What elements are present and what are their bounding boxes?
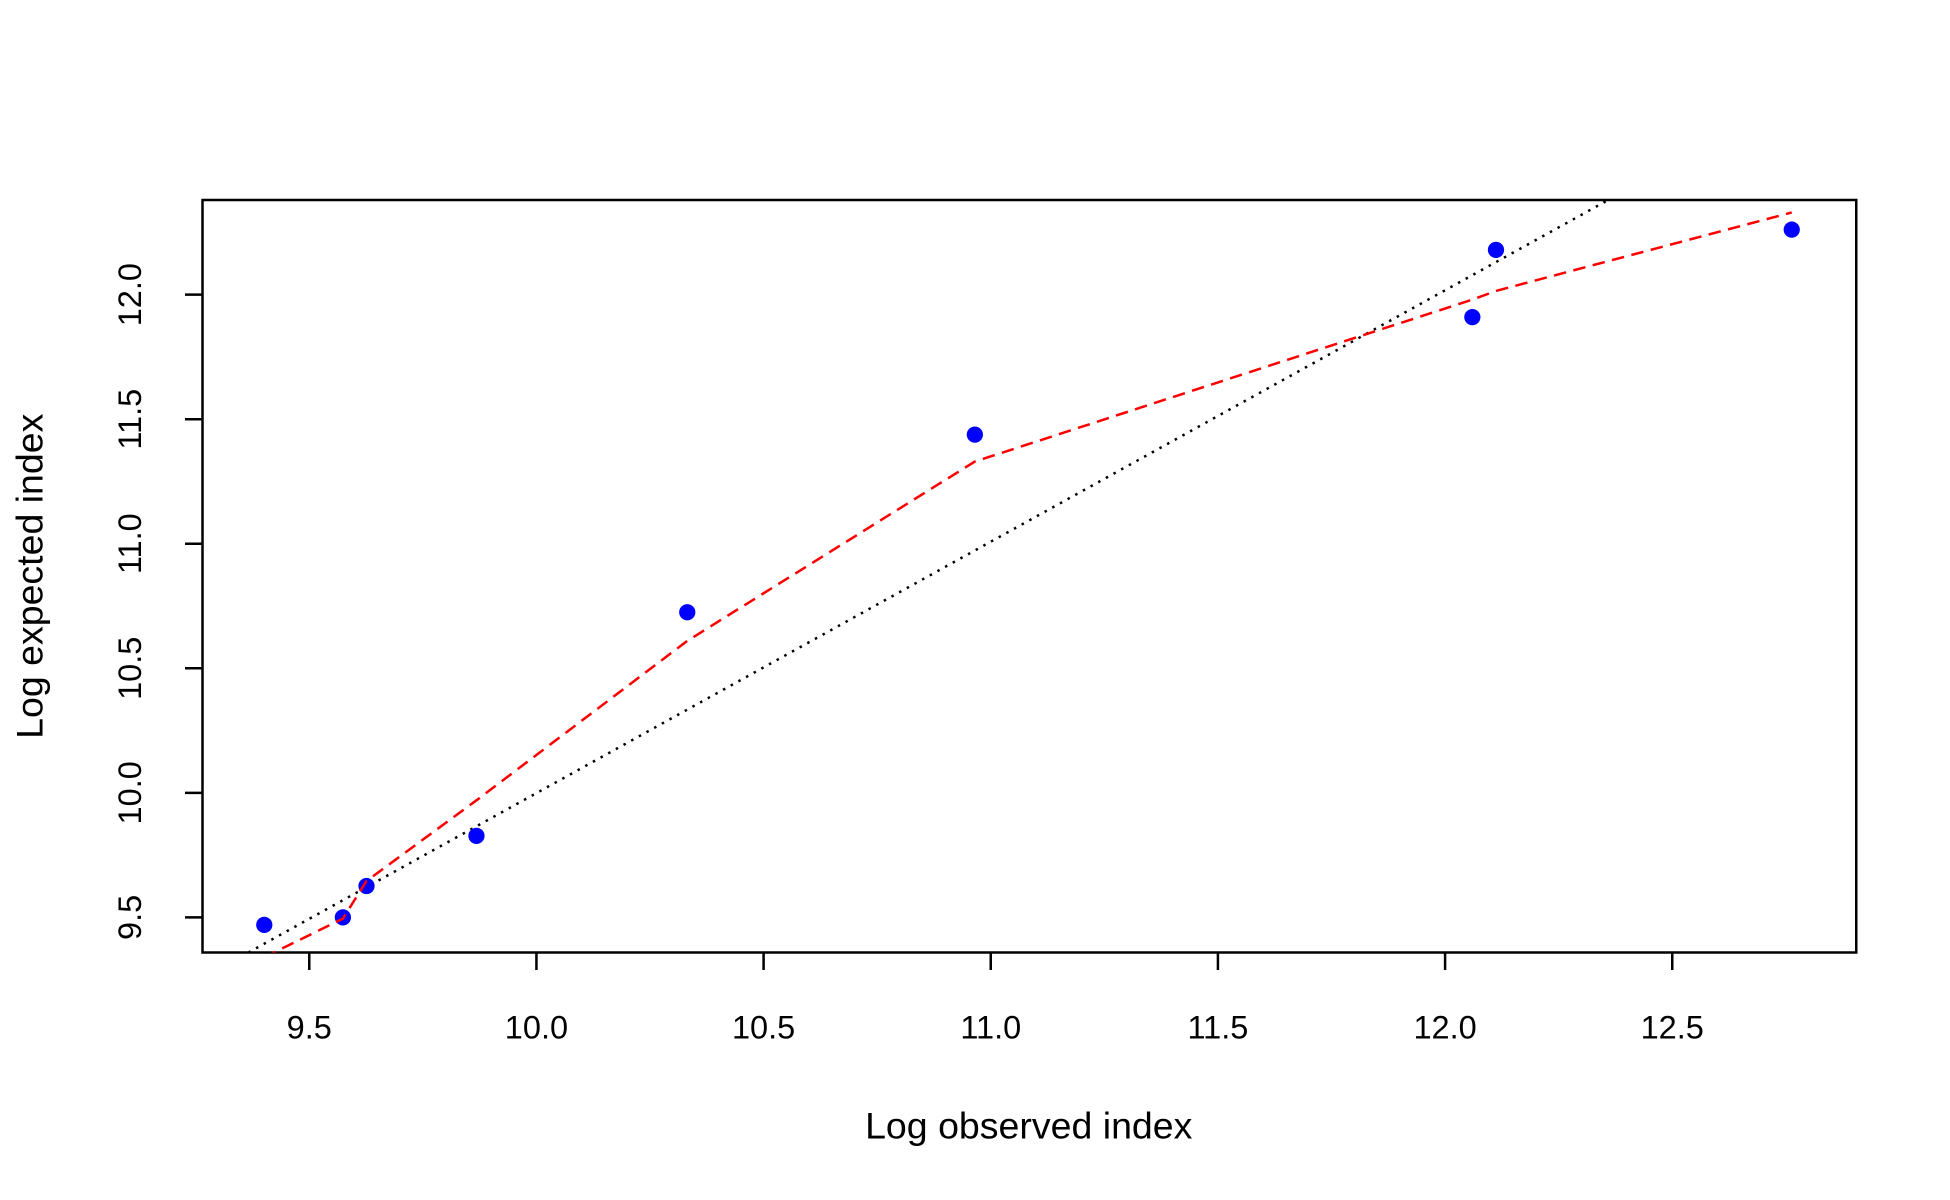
point — [1464, 308, 1481, 326]
plot-frame — [201, 198, 1858, 954]
x-tick-label: 9.5 — [287, 1010, 332, 1046]
reference-line — [247, 200, 1609, 953]
x-tick-label: 12.0 — [1413, 1010, 1476, 1046]
point — [679, 604, 696, 621]
plot-area — [247, 200, 1800, 953]
point — [1783, 221, 1800, 238]
x-tick-label: 11.5 — [1187, 1010, 1248, 1046]
y-tick-label: 11.5 — [112, 389, 148, 450]
point — [1487, 241, 1505, 258]
y-tick-label: 12.0 — [112, 263, 148, 326]
point — [966, 426, 983, 443]
y-tick-label: 10.5 — [112, 637, 148, 700]
y-axis-title: Log expected index — [8, 413, 50, 739]
x-axis-title: Log observed index — [865, 1105, 1193, 1147]
x-tick-label: 10.0 — [505, 1010, 568, 1046]
x-tick-label: 11.0 — [960, 1010, 1021, 1046]
y-tick-label: 11.0 — [112, 513, 148, 574]
y-tick-label: 10.0 — [112, 761, 148, 824]
point — [256, 916, 273, 933]
fit-line — [271, 211, 1793, 953]
x-tick-label: 10.5 — [732, 1010, 795, 1046]
x-tick-label: 12.5 — [1641, 1010, 1704, 1046]
point — [358, 877, 375, 895]
y-tick-label: 9.5 — [112, 895, 148, 940]
point — [468, 827, 485, 845]
